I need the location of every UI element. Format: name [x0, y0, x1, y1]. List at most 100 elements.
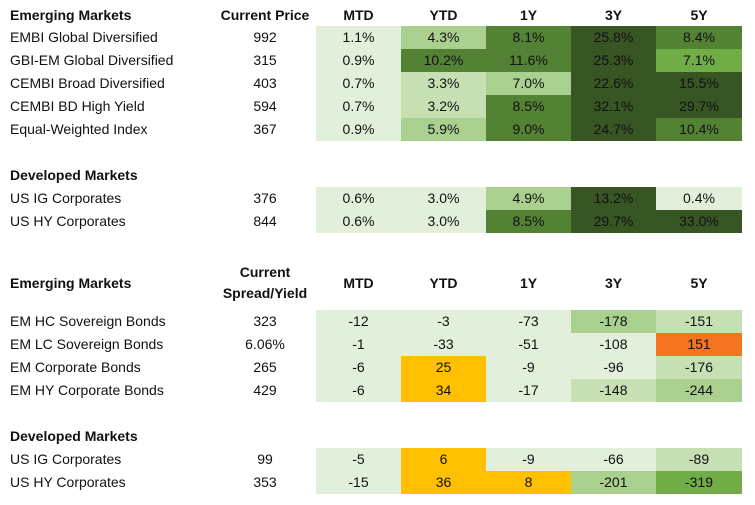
table-row: CEMBI Broad Diversified 403 0.7% 3.3% 7.0% 22… [0, 72, 755, 95]
data-cell: 151 [656, 333, 742, 356]
table-row: US IG Corporates 99 -5 6 -9 -66 -89 [0, 448, 755, 471]
data-cell: -3 [401, 310, 486, 333]
column-header-mtd: MTD [343, 7, 374, 23]
data-cell: -9 [486, 356, 571, 379]
row-label: US IG Corporates [10, 451, 122, 467]
table-row: US IG Corporates 376 0.6% 3.0% 4.9% 13.2% 0.4% [0, 187, 755, 210]
data-cell: 8.1% [486, 26, 571, 49]
row-current-value: 403 [253, 75, 277, 91]
table-row: EMBI Global Diversified 992 1.1% 4.3% 8.1% 25… [0, 26, 755, 49]
data-cell: -1 [316, 333, 401, 356]
data-cell: 10.4% [656, 118, 742, 141]
column-header-5y: 5Y [690, 7, 708, 23]
data-cell: 4.9% [486, 187, 571, 210]
column-header-line-1: Current [239, 264, 291, 280]
data-cell: 8.5% [486, 95, 571, 118]
data-cell: -33 [401, 333, 486, 356]
data-cell: 24.7% [571, 118, 656, 141]
data-cell: -89 [656, 448, 742, 471]
data-cell: 29.7% [571, 210, 656, 233]
column-header-ytd: YTD [429, 275, 458, 291]
data-cell: -178 [571, 310, 656, 333]
data-cell: 11.6% [486, 49, 571, 72]
data-cell: 25 [401, 356, 486, 379]
table-row: CEMBI BD High Yield 594 0.7% 3.2% 8.5% 32.1% 2… [0, 95, 755, 118]
table-row: Equal-Weighted Index 367 0.9% 5.9% 9.0% 24.7%… [0, 118, 755, 141]
data-cell: 0.6% [316, 187, 401, 210]
data-cell: 3.2% [401, 95, 486, 118]
section-title: Emerging Markets [10, 7, 132, 23]
data-cell: -201 [571, 471, 656, 494]
data-cell: 1.1% [316, 26, 401, 49]
data-cell: -148 [571, 379, 656, 402]
data-cell: -15 [316, 471, 401, 494]
row-current-value: 99 [257, 451, 273, 467]
table-row: EM HC Sovereign Bonds 323 -12 -3 -73 -178 -151 [0, 310, 755, 333]
data-cell: 5.9% [401, 118, 486, 141]
row-current-value: 6.06% [245, 336, 285, 352]
data-cell: 25.8% [571, 26, 656, 49]
row-current-value: 265 [253, 359, 277, 375]
row-current-value: 353 [253, 474, 277, 490]
row-current-value: 367 [253, 121, 277, 137]
data-cell: -66 [571, 448, 656, 471]
row-label: EM LC Sovereign Bonds [10, 336, 164, 352]
section-header: Developed Markets [0, 425, 755, 448]
data-cell: 7.0% [486, 72, 571, 95]
data-cell: 32.1% [571, 95, 656, 118]
data-cell: 9.0% [486, 118, 571, 141]
data-cell: -151 [656, 310, 742, 333]
column-header-line-2: Spread/Yield [222, 285, 308, 301]
data-cell: 0.6% [316, 210, 401, 233]
column-header-1y: 1Y [519, 7, 538, 23]
section-title: Emerging Markets [10, 275, 132, 291]
table-row: EM Corporate Bonds 265 -6 25 -9 -96 -176 [0, 356, 755, 379]
data-cell: 0.4% [656, 187, 742, 210]
data-cell: 6 [401, 448, 486, 471]
row-label: US IG Corporates [10, 190, 122, 206]
column-header-current-price: Current Price [220, 7, 310, 23]
data-cell: 8.4% [656, 26, 742, 49]
row-current-value: 844 [253, 213, 277, 229]
row-current-value: 992 [253, 29, 277, 45]
column-header-3y: 3Y [604, 275, 623, 291]
table-row: US HY Corporates 353 -15 36 8 -201 -319 [0, 471, 755, 494]
data-cell: -17 [486, 379, 571, 402]
column-header-ytd: YTD [429, 7, 458, 23]
data-cell: -176 [656, 356, 742, 379]
data-cell: 25.3% [571, 49, 656, 72]
section-header: Developed Markets [0, 164, 755, 187]
data-cell: -5 [316, 448, 401, 471]
data-cell: -244 [656, 379, 742, 402]
row-label: EM HY Corporate Bonds [10, 382, 164, 398]
data-cell: 7.1% [656, 49, 742, 72]
row-label: GBI-EM Global Diversified [10, 52, 174, 68]
data-cell: 0.9% [316, 118, 401, 141]
data-cell: -73 [486, 310, 571, 333]
data-cell: -108 [571, 333, 656, 356]
column-header-current-spread-yield: Current Spread/Yield [210, 262, 320, 306]
row-current-value: 376 [253, 190, 277, 206]
data-cell: 0.9% [316, 49, 401, 72]
row-label: CEMBI Broad Diversified [10, 75, 165, 91]
row-label: EMBI Global Diversified [10, 29, 158, 45]
row-label: EM HC Sovereign Bonds [10, 313, 166, 329]
data-cell: 0.7% [316, 95, 401, 118]
section-header: Emerging Markets Current Spread/Yield MTD YT… [0, 262, 755, 306]
data-cell: 29.7% [656, 95, 742, 118]
section-title: Developed Markets [10, 428, 138, 444]
column-header-mtd: MTD [343, 275, 374, 291]
data-cell: 3.0% [401, 187, 486, 210]
column-header-3y: 3Y [604, 7, 623, 23]
data-cell: -12 [316, 310, 401, 333]
column-header-5y: 5Y [690, 275, 708, 291]
data-cell: 3.0% [401, 210, 486, 233]
table-row: EM HY Corporate Bonds 429 -6 34 -17 -148 -244 [0, 379, 755, 402]
data-cell: 4.3% [401, 26, 486, 49]
data-cell: 22.6% [571, 72, 656, 95]
data-cell: -9 [486, 448, 571, 471]
data-cell: 34 [401, 379, 486, 402]
section-header: Emerging Markets Current Price MTD YTD 1Y 3Y 5… [0, 4, 755, 27]
row-current-value: 315 [253, 52, 277, 68]
row-current-value: 429 [253, 382, 277, 398]
